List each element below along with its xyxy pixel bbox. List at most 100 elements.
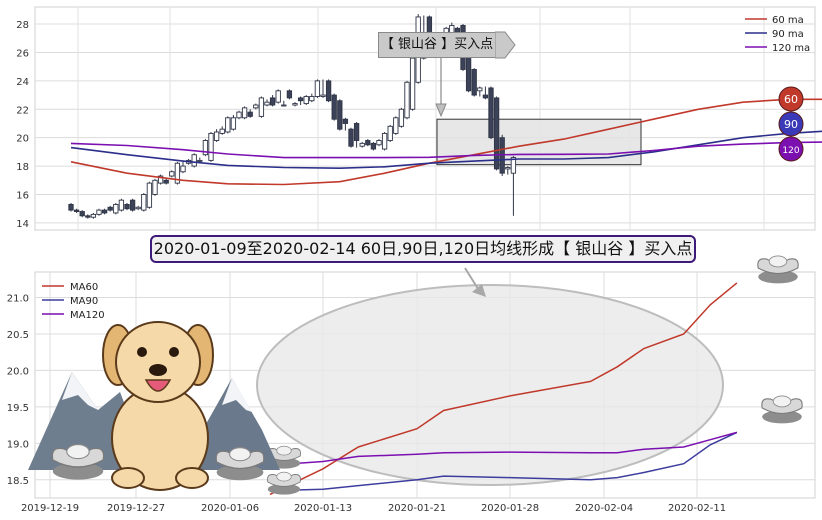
candle-body: [180, 165, 186, 173]
candle-body: [90, 213, 97, 218]
bottom-x-tick-label: 2020-01-13: [294, 503, 352, 514]
dog-eye: [169, 347, 179, 357]
dog-paw: [175, 467, 209, 489]
bottom-x-tick-label: 2019-12-19: [21, 503, 79, 514]
candle-body: [269, 97, 276, 106]
candle-body: [85, 215, 91, 218]
ingot-base: [216, 464, 264, 481]
bottom-x-tick-label: 2020-02-04: [575, 503, 633, 514]
callout-arrow-icon: [495, 31, 516, 59]
silver-valley-callout: 【 银山谷 】买入点: [378, 32, 496, 58]
bottom-y-tick-label: 21.0: [7, 294, 29, 305]
top-y-tick-label: 18: [16, 162, 29, 173]
candle-body: [107, 206, 113, 211]
banner-text: 2020-01-09至2020-02-14 60日,90日,120日均线形成【 …: [153, 239, 693, 258]
candle-body: [471, 69, 477, 96]
mountain-snow: [222, 378, 252, 412]
candle-body: [141, 194, 147, 211]
ma-badge-label: 60: [784, 93, 798, 106]
ingot-top: [66, 444, 90, 460]
top-y-tick-label: 24: [16, 77, 29, 88]
silver-ingot-icon: [215, 447, 265, 481]
candle-body: [281, 104, 287, 107]
bottom-y-tick-label: 18.5: [7, 476, 29, 487]
zoom-line-ma60: [269, 282, 738, 496]
candle-body: [253, 104, 259, 109]
ingot-top: [772, 395, 792, 408]
dog-paw: [111, 467, 145, 489]
mountain-snow: [62, 372, 98, 410]
candle-body: [236, 111, 242, 119]
candle-body: [79, 211, 85, 217]
bottom-x-tick-label: 2020-01-28: [481, 503, 539, 514]
ingot-top: [276, 445, 292, 456]
ellipse-pointer-arrowhead: [472, 284, 486, 297]
silver-ingot-icon: [267, 471, 301, 495]
candle-body: [505, 167, 511, 170]
candle-body: [225, 117, 231, 133]
candle-body: [493, 97, 500, 170]
candle-body: [129, 199, 136, 211]
candle-body: [303, 96, 309, 105]
ma-line-60: [70, 98, 822, 186]
candle-body: [370, 142, 377, 150]
zoom-line-ma90: [269, 431, 738, 492]
ingot-top: [229, 447, 251, 462]
ma-badge: [778, 111, 804, 137]
candle-body: [73, 209, 80, 212]
bottom-x-tick-label: 2019-12-27: [107, 503, 165, 514]
bottom-legend-label: MA90: [70, 296, 98, 307]
candle-body: [337, 100, 343, 130]
ingot-base: [52, 462, 104, 480]
candle-body: [393, 117, 399, 134]
ma-badge: [778, 86, 804, 112]
ingot-top: [276, 471, 292, 482]
ma-line-90: [70, 130, 822, 170]
candle-body: [376, 140, 382, 146]
candle-body: [482, 94, 489, 99]
candle-body: [320, 94, 326, 97]
candle-body: [348, 128, 354, 147]
top-y-tick-label: 26: [16, 48, 29, 59]
candle-body: [96, 209, 102, 215]
bottom-x-tick-label: 2020-01-06: [201, 503, 259, 514]
candle-body: [353, 123, 360, 141]
candle-body: [510, 157, 517, 174]
candle-body: [247, 111, 253, 117]
candle-body: [409, 57, 416, 110]
candle-body: [113, 203, 119, 214]
summary-banner: 2020-01-09至2020-02-14 60日,90日,120日均线形成【 …: [150, 235, 696, 263]
candle-body: [404, 81, 410, 119]
top-y-tick-label: 16: [16, 190, 29, 201]
bottom-legend-label: MA60: [70, 282, 98, 293]
legend-label: 120 ma: [772, 43, 810, 54]
candle-body: [309, 96, 315, 102]
candle-body: [264, 101, 270, 106]
ma-line-120: [70, 141, 822, 159]
candle-body: [174, 162, 181, 184]
top-y-tick-label: 22: [16, 105, 29, 116]
ma-badge: [778, 136, 804, 162]
dog-tongue: [144, 379, 172, 392]
ingot-base: [267, 483, 301, 495]
bottom-y-tick-label: 19.5: [7, 403, 29, 414]
dog-nose: [149, 364, 167, 376]
candle-body: [163, 179, 169, 184]
dog-eye: [137, 347, 147, 357]
bottom-legend-label: MA120: [70, 310, 105, 321]
candle-body: [381, 132, 388, 150]
candle-body: [359, 142, 365, 147]
callout-pointer-arrowhead: [435, 103, 447, 118]
candle-body: [197, 159, 203, 162]
bottom-y-tick-label: 20.5: [7, 330, 29, 341]
candle-body: [208, 132, 214, 161]
callout-label: 【 银山谷 】买入点: [380, 37, 494, 52]
legend-label: 60 ma: [772, 15, 804, 26]
candle-body: [152, 179, 158, 195]
ma-badge-label: 120: [782, 146, 799, 156]
candle-body: [297, 97, 304, 102]
bottom-x-tick-label: 2020-01-21: [388, 503, 446, 514]
candle-body: [292, 103, 298, 106]
silver-ingot-icon: [51, 444, 105, 480]
ingot-base: [762, 410, 802, 424]
